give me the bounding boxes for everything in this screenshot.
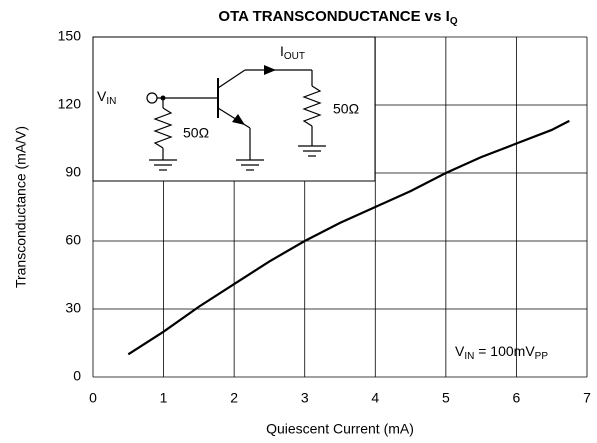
y-tick-label: 120	[58, 96, 82, 112]
annotation-sub: PP	[535, 351, 549, 362]
circuit-wires	[146, 69, 326, 171]
arrow	[264, 65, 276, 75]
label-sub: IN	[106, 96, 116, 107]
junction	[160, 95, 166, 101]
label-sub: OUT	[284, 51, 305, 62]
inset-box	[92, 36, 376, 182]
arrow	[232, 114, 245, 125]
annotation: VIN = 100mVPP	[455, 343, 548, 362]
vin-label: VIN	[97, 88, 116, 107]
label: I	[280, 43, 284, 59]
annotation-text: = 100mV	[474, 343, 535, 359]
x-tick-label: 2	[230, 390, 238, 406]
label: V	[97, 88, 107, 104]
x-tick-label: 3	[301, 390, 309, 406]
x-tick-label: 1	[160, 390, 168, 406]
resistor-label: 50Ω	[333, 101, 359, 117]
inset-circuit: VIN IOUT 50Ω 50Ω	[92, 36, 376, 182]
annotation-text: V	[455, 343, 465, 359]
title-sub: Q	[450, 16, 458, 27]
series-line	[127, 119, 570, 356]
y-axis-label: Transconductance (mA/V)	[13, 126, 29, 288]
x-tick-label: 5	[442, 390, 450, 406]
y-tick-label: 90	[65, 164, 81, 180]
y-tick-label: 150	[58, 28, 82, 44]
x-axis-label: Quiescent Current (mA)	[266, 421, 414, 437]
annotation-sub: IN	[464, 351, 474, 362]
title-text: OTA TRANSCONDUCTANCE vs I	[218, 8, 449, 25]
y-tick-label: 30	[65, 300, 81, 316]
iout-label: IOUT	[280, 43, 305, 62]
x-tick-label: 0	[89, 390, 97, 406]
chart-title: OTA TRANSCONDUCTANCE vs IQ	[218, 8, 457, 27]
y-tick-label: 0	[73, 368, 81, 384]
x-tick-label: 6	[513, 390, 521, 406]
resistor-label: 50Ω	[183, 125, 209, 141]
x-tick-label: 4	[371, 390, 379, 406]
y-tick-label: 60	[65, 232, 81, 248]
x-tick-label: 7	[583, 390, 591, 406]
